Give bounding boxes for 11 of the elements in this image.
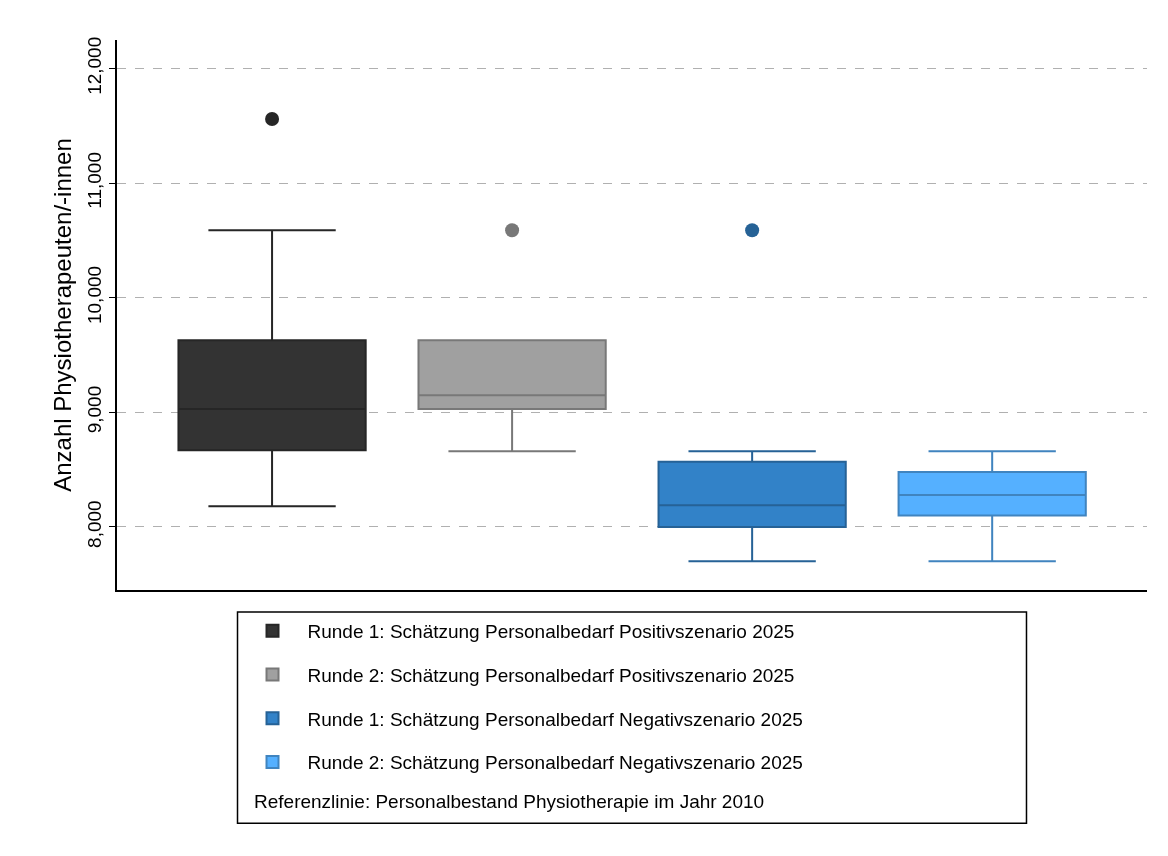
legend-label: Runde 1: Schätzung Personalbedarf Negativszenario 2025 xyxy=(307,708,803,730)
y-tick-label: 9,000 xyxy=(84,385,106,434)
legend-label: Runde 1: Schätzung Personalbedarf Positivszenario 2025 xyxy=(307,621,795,643)
y-tick-label: 8,000 xyxy=(84,500,106,548)
y-tick-label: 12,000 xyxy=(84,36,106,95)
legend-label: Runde 2: Schätzung Personalbedarf Negativszenario 2025 xyxy=(307,752,803,774)
legend-label: Runde 2: Schätzung Personalbedarf Positivszenario 2025 xyxy=(307,664,795,686)
y-axis-title: Anzahl Physiotherapeuten/-innen xyxy=(49,138,76,492)
text: Referenzlinie: Personalbestand Physiotherapie im Jahr 2010 xyxy=(254,791,765,812)
y-tick-label: 10,000 xyxy=(84,265,106,325)
y-tick-label: 11,000 xyxy=(84,152,106,209)
